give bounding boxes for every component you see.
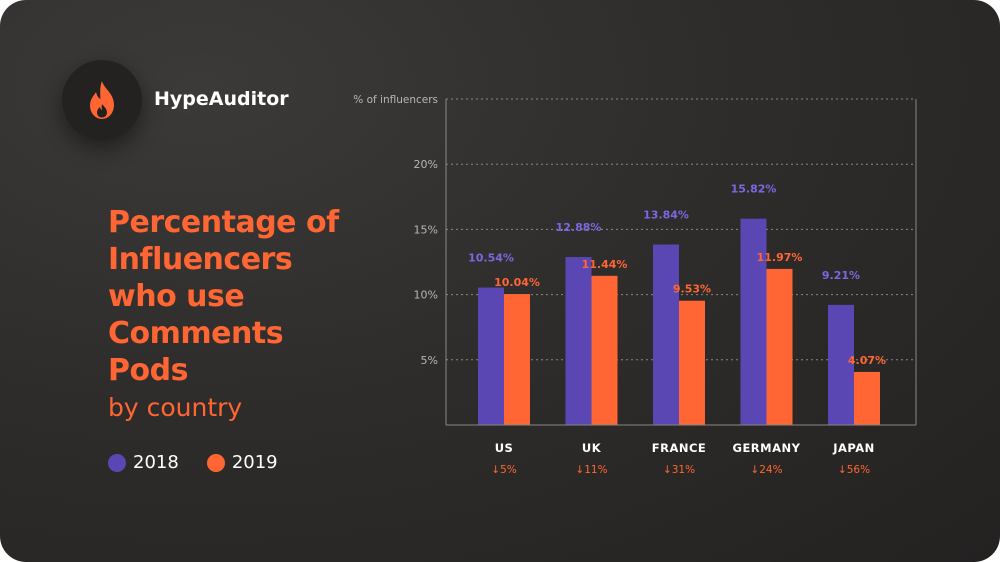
bar-chart: % of influencers 5% 10% 15% 20% 10.54% 10.04% U…: [353, 94, 917, 476]
chart-title: Percentage of Influencers who use Commen…: [108, 204, 368, 389]
change-label-france: ↓31%: [663, 464, 695, 476]
bar-2019-germany: [766, 268, 793, 425]
change-label-japan: ↓56%: [838, 464, 870, 476]
legend-swatch-2018: [108, 453, 126, 472]
brand-logo: [62, 60, 142, 140]
bar-2018-japan: [828, 304, 854, 425]
bar-2018-france: [653, 244, 679, 425]
brand-name: HypeAuditor: [154, 88, 289, 110]
data-label-2019-france: 9.53%: [673, 283, 711, 296]
flame-icon: [90, 81, 114, 119]
bar-2019-us: [504, 294, 530, 425]
legend-label-2018: 2018: [133, 452, 179, 473]
title-line: Percentage of: [108, 205, 339, 240]
change-label-germany: ↓24%: [750, 464, 782, 476]
data-label-2018-germany: 15.82%: [731, 183, 777, 196]
title-line: who use: [108, 279, 245, 314]
bar-2018-us: [478, 287, 504, 425]
bar-2019-france: [679, 300, 705, 425]
bar-2019-uk: [591, 275, 618, 425]
data-label-2018-japan: 9.21%: [822, 269, 860, 282]
data-label-2019-japan: 4.07%: [848, 354, 886, 367]
bar-2018-uk: [565, 257, 592, 425]
data-label-2018-uk: 12.88%: [556, 221, 602, 234]
y-axis-label: % of influencers: [353, 94, 438, 106]
legend: 2018 2019: [108, 452, 306, 473]
y-tick-label: 20%: [414, 158, 438, 171]
legend-item-2018: 2018: [108, 452, 179, 473]
legend-label-2019: 2019: [231, 452, 278, 473]
title-line: Influencers: [108, 242, 293, 277]
y-tick-label: 5%: [421, 354, 438, 367]
bar-2018-germany: [740, 218, 767, 425]
legend-item-2019: 2019: [206, 452, 278, 473]
data-label-2018-us: 10.54%: [468, 252, 514, 265]
x-tick-label: GERMANY: [733, 441, 801, 455]
y-tick-label: 10%: [414, 289, 438, 302]
data-label-2019-germany: 11.97%: [757, 251, 803, 264]
data-label-2019-uk: 11.44%: [582, 258, 628, 271]
legend-swatch-2019: [206, 453, 225, 472]
y-tick-label: 15%: [414, 223, 438, 236]
title-line: Pods: [108, 353, 188, 388]
title-line: Comments: [108, 316, 284, 351]
data-label-2019-us: 10.04%: [494, 276, 540, 289]
bar-2019-japan: [854, 371, 880, 425]
x-tick-label: JAPAN: [832, 441, 875, 455]
change-label-uk: ↓11%: [575, 464, 607, 476]
x-tick-label: US: [495, 441, 514, 455]
chart-subtitle: by country: [108, 393, 243, 422]
change-label-us: ↓5%: [491, 464, 516, 476]
x-tick-label: FRANCE: [652, 441, 707, 455]
data-label-2018-france: 13.84%: [643, 209, 689, 222]
x-tick-label: UK: [582, 441, 602, 455]
